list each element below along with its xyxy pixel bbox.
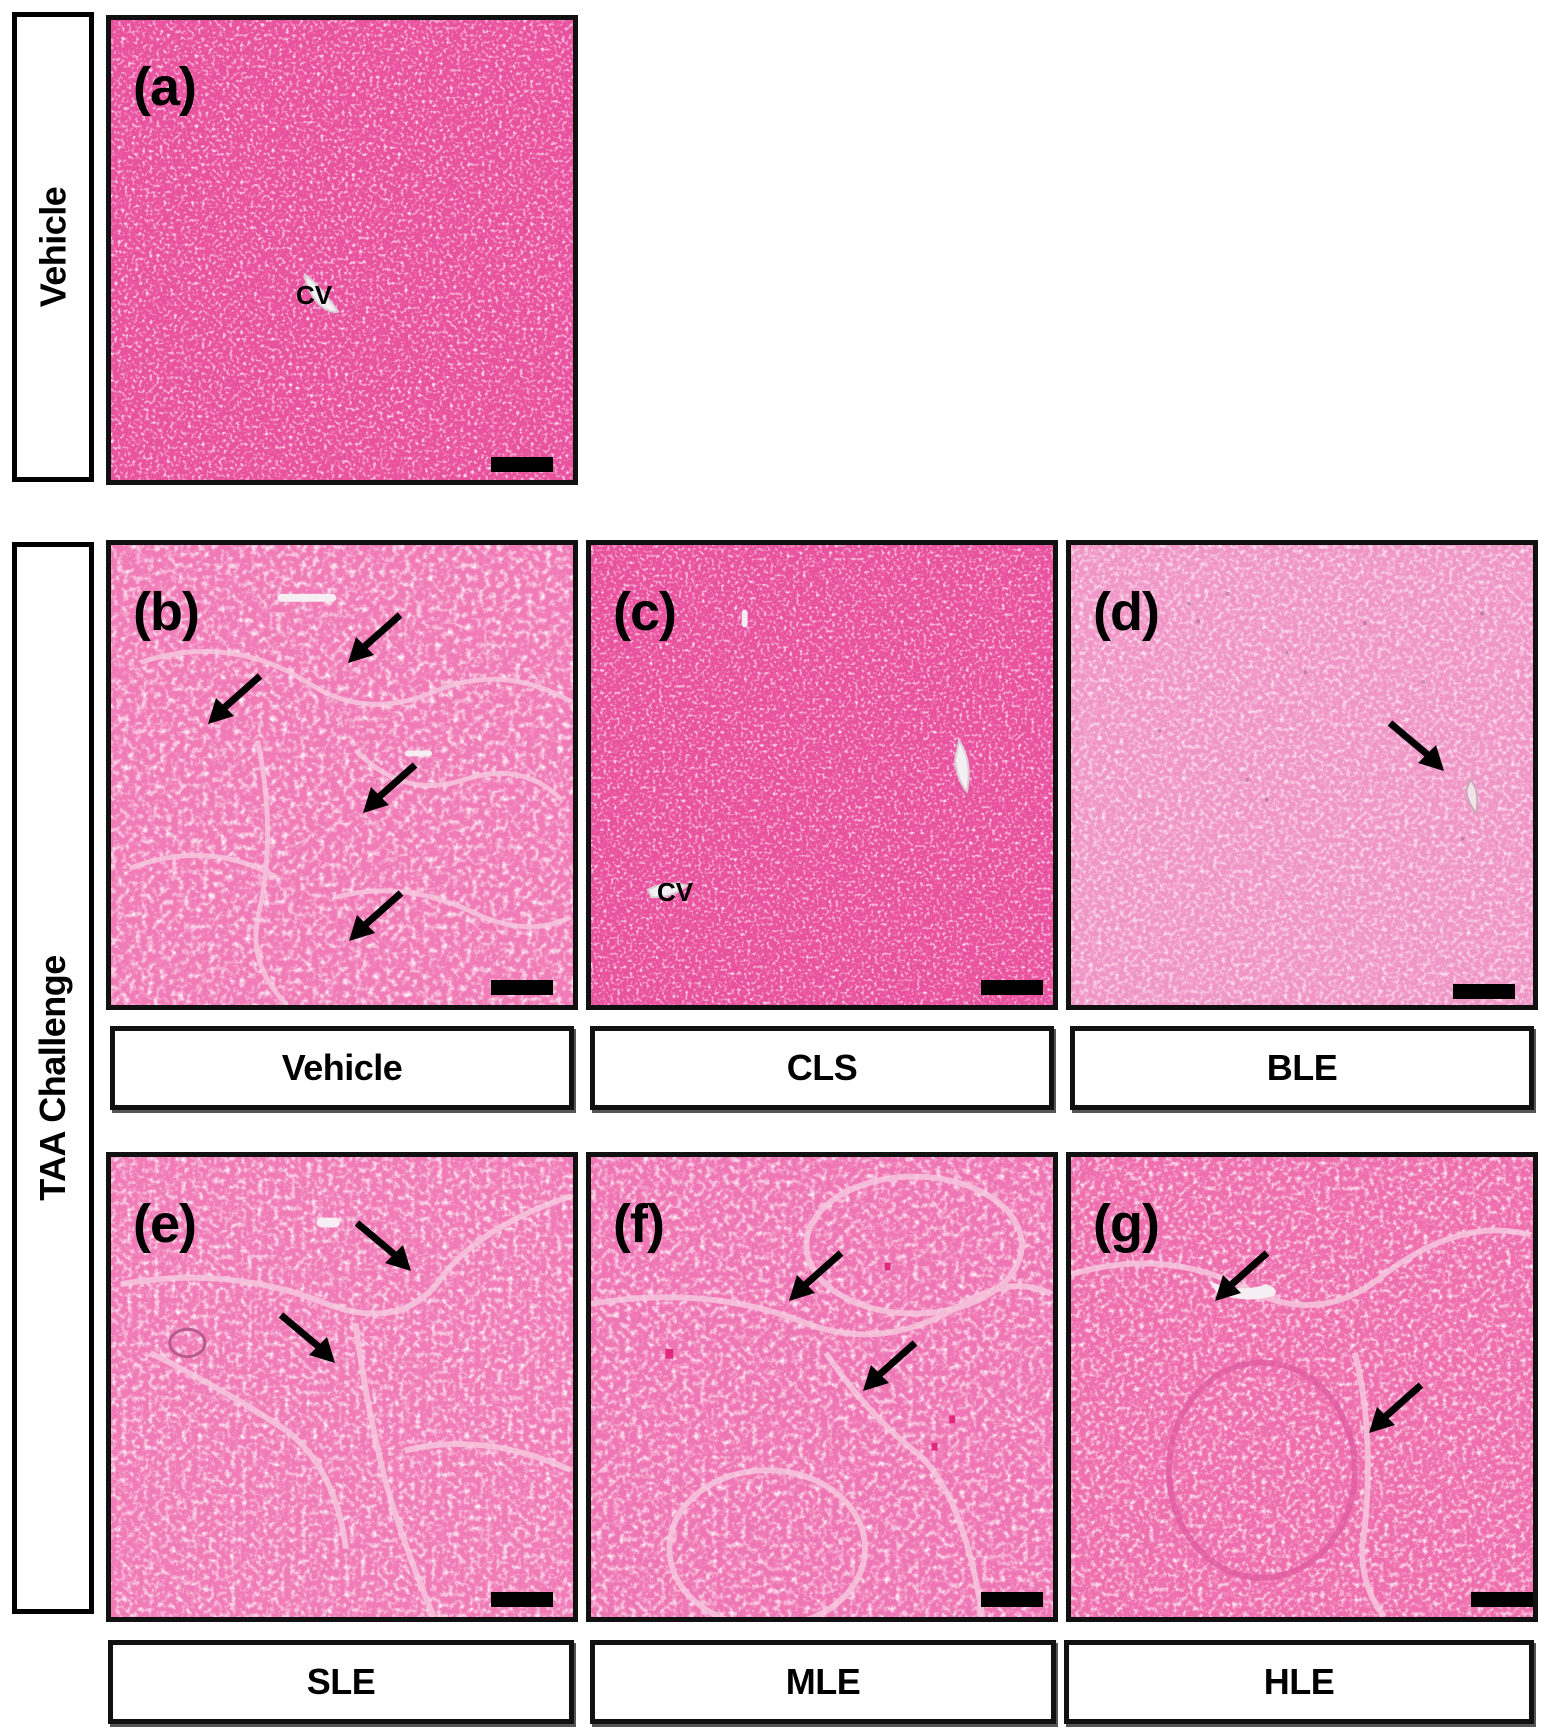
scale-bar-icon bbox=[1453, 984, 1515, 999]
group-label-vehicle: Vehicle bbox=[110, 1026, 574, 1110]
scale-bar-icon bbox=[491, 980, 553, 995]
panel-letter-a: (a) bbox=[133, 57, 197, 117]
row-label-vehicle-text: Vehicle bbox=[32, 186, 73, 308]
group-label-sle: SLE bbox=[108, 1640, 574, 1724]
arrow-icon bbox=[361, 757, 423, 819]
tissue-image-b bbox=[111, 545, 573, 1005]
group-label-hle: HLE bbox=[1064, 1640, 1534, 1724]
row-label-vehicle: Vehicle bbox=[12, 12, 94, 482]
panel-g: (g) bbox=[1066, 1152, 1538, 1622]
central-vein-label-a: CV bbox=[296, 280, 333, 310]
central-vein-label-c: CV bbox=[657, 877, 694, 907]
panel-c: (c) CV bbox=[586, 540, 1058, 1010]
tissue-image-f bbox=[591, 1157, 1053, 1617]
scale-bar-icon bbox=[1471, 1592, 1533, 1607]
tissue-image-a bbox=[111, 20, 573, 480]
scale-bar-icon bbox=[981, 1592, 1043, 1607]
panel-letter-d: (d) bbox=[1093, 582, 1160, 642]
tissue-image-g bbox=[1071, 1157, 1533, 1617]
panel-letter-b: (b) bbox=[133, 582, 200, 642]
panel-letter-g: (g) bbox=[1093, 1194, 1160, 1254]
panel-b: (b) bbox=[106, 540, 578, 1010]
panel-a: (a) CV bbox=[106, 15, 578, 485]
panel-e: (e) bbox=[106, 1152, 578, 1622]
panel-letter-e: (e) bbox=[133, 1194, 197, 1254]
arrow-icon bbox=[206, 668, 268, 730]
panel-letter-c: (c) bbox=[613, 582, 677, 642]
arrow-icon bbox=[861, 1335, 923, 1397]
arrow-icon bbox=[1384, 715, 1446, 777]
group-label-ble: BLE bbox=[1070, 1026, 1534, 1110]
scale-bar-icon bbox=[981, 980, 1043, 995]
panel-f: (f) bbox=[586, 1152, 1058, 1622]
arrow-icon bbox=[275, 1307, 337, 1369]
row-label-taa-text: TAA Challenge bbox=[32, 955, 73, 1201]
tissue-image-d bbox=[1071, 545, 1533, 1005]
group-label-mle: MLE bbox=[590, 1640, 1056, 1724]
arrow-icon bbox=[351, 1215, 413, 1277]
tissue-image-c bbox=[591, 545, 1053, 1005]
arrow-icon bbox=[787, 1245, 849, 1307]
panel-d: (d) bbox=[1066, 540, 1538, 1010]
arrow-icon bbox=[1213, 1245, 1275, 1307]
arrow-icon bbox=[347, 885, 409, 947]
tissue-image-e bbox=[111, 1157, 573, 1617]
row-label-taa-challenge: TAA Challenge bbox=[12, 542, 94, 1614]
scale-bar-icon bbox=[491, 457, 553, 472]
arrow-icon bbox=[1367, 1377, 1429, 1439]
panel-letter-f: (f) bbox=[613, 1194, 665, 1254]
arrow-icon bbox=[346, 607, 408, 669]
scale-bar-icon bbox=[491, 1592, 553, 1607]
group-label-cls: CLS bbox=[590, 1026, 1054, 1110]
